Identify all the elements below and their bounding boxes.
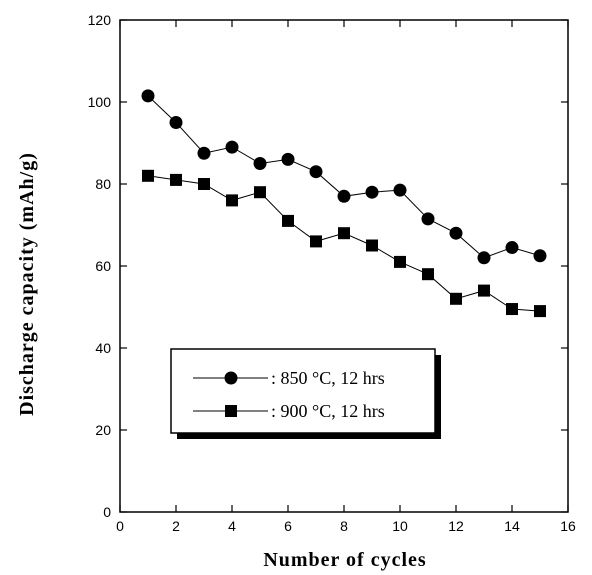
data-point-circle	[393, 183, 407, 197]
x-tick-label: 12	[448, 518, 464, 534]
legend-entry-900: : 900 °C, 12 hrs	[193, 401, 385, 421]
y-axis-title: Discharge capacity (mAh/g)	[16, 152, 38, 416]
y-tick-label: 100	[88, 94, 112, 110]
data-point-square	[170, 173, 182, 186]
x-tick-label: 6	[284, 518, 292, 534]
data-point-circle	[365, 185, 379, 199]
x-axis-title: Number of cycles	[263, 549, 426, 571]
y-tick-label: 80	[95, 176, 111, 192]
data-point-square	[450, 292, 462, 305]
data-point-circle	[337, 189, 351, 203]
legend-label-850: : 850 °C, 12 hrs	[271, 368, 385, 388]
y-tick-label: 40	[95, 340, 111, 356]
data-point-square	[198, 178, 210, 190]
data-point-square	[534, 305, 546, 318]
y-tick-label: 20	[95, 422, 111, 438]
legend-square-marker	[225, 405, 237, 417]
data-point-circle	[533, 249, 547, 263]
data-point-circle	[281, 152, 295, 166]
x-tick-label: 16	[560, 518, 576, 534]
data-point-circle	[505, 241, 519, 255]
y-tick-label: 120	[88, 12, 112, 28]
ticks-layer: 0 2 4 6 8 10 12 14 16 0 20 40 60 80 100 120	[88, 12, 576, 534]
data-point-circle	[421, 212, 435, 226]
data-point-square	[422, 268, 434, 281]
data-point-square	[506, 303, 518, 316]
legend: : 850 °C, 12 hrs : 900 °C, 12 hrs	[170, 348, 441, 439]
x-tick-label: 2	[172, 518, 180, 534]
data-point-square	[478, 284, 490, 297]
data-point-square	[338, 227, 350, 240]
legend-label-900: : 900 °C, 12 hrs	[271, 401, 385, 421]
data-point-circle	[141, 89, 155, 103]
data-point-square	[282, 214, 294, 227]
data-point-circle	[449, 226, 463, 240]
plot-frame	[119, 19, 569, 513]
data-point-circle	[197, 146, 211, 160]
data-point-square	[310, 235, 322, 248]
data-point-circle	[169, 116, 183, 129]
legend-box	[170, 348, 436, 434]
data-point-circle	[253, 157, 267, 170]
x-tick-label: 0	[116, 518, 124, 534]
y-tick-label: 0	[103, 504, 111, 520]
series-layer	[141, 89, 547, 318]
data-point-square	[254, 186, 266, 199]
x-tick-label: 14	[504, 518, 520, 534]
x-tick-label: 10	[392, 518, 408, 534]
legend-entry-850: : 850 °C, 12 hrs	[193, 368, 385, 388]
legend-circle-marker	[224, 371, 238, 385]
data-point-square	[366, 239, 378, 252]
data-point-square	[226, 194, 238, 207]
x-tick-label: 8	[340, 518, 348, 534]
x-tick-label: 4	[228, 518, 236, 534]
data-point-square	[142, 169, 154, 182]
data-point-circle	[309, 165, 323, 179]
data-point-circle	[225, 140, 239, 154]
data-point-square	[394, 255, 406, 268]
data-point-circle	[477, 251, 491, 265]
y-tick-label: 60	[95, 258, 111, 274]
